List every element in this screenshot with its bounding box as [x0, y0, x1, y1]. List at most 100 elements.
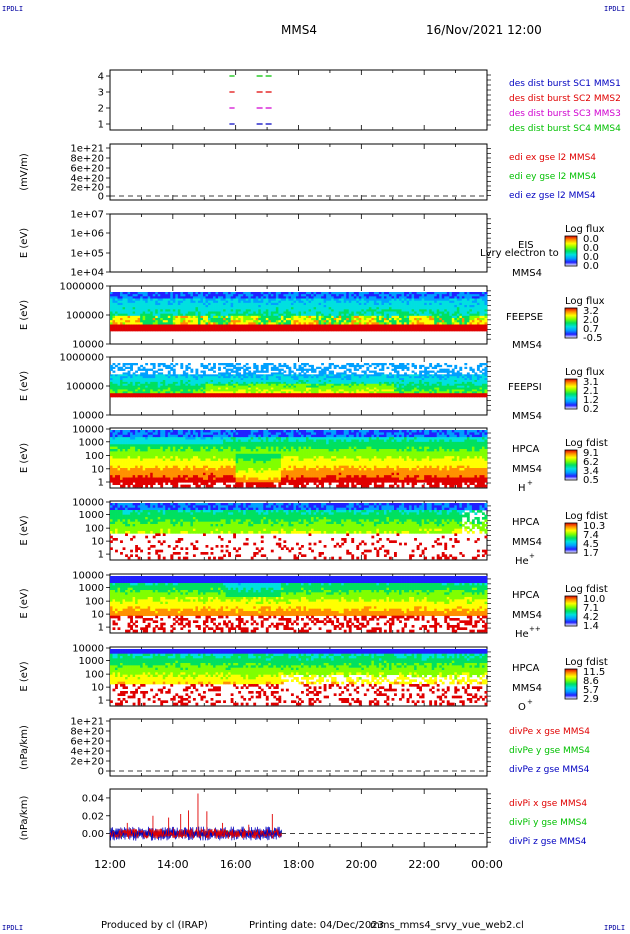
hpca-h-ytick-label: 1 [98, 478, 104, 489]
divpi-legend-entry: divPi z gse MMS4 [509, 837, 587, 847]
hpca-o-colorbar-tick: 8.6 [583, 676, 599, 687]
feepsi-colorbar-tick: 1.2 [583, 395, 599, 406]
hpca-hepp-ytick-label: 1000 [79, 583, 104, 594]
feepse-ylabel: E (eV) [19, 300, 30, 330]
divpe-panel-frame [109, 718, 488, 777]
eis-colorbar-tick: 0.0 [583, 243, 599, 254]
hpca-he-ytick-label: 10000 [72, 498, 104, 509]
time-tick-label: 00:00 [471, 858, 503, 871]
divpi-legend-entry: divPi x gse MMS4 [509, 799, 587, 809]
eis-panel-frame [109, 213, 488, 273]
eis-overlay-text: Lvry electron to [480, 248, 559, 259]
hpca-o-colorbar-tick: 5.7 [583, 685, 599, 696]
edi-ytick-label: 0 [98, 192, 104, 203]
hpca-o-species-label: O [518, 702, 526, 713]
divpe-legend-entry: divPe x gse MMS4 [509, 727, 590, 737]
hpca-o-colorbar-tick: 11.5 [583, 667, 605, 678]
divpe-ytick-label: 0 [98, 767, 104, 778]
burst-ytick-label: 2 [98, 104, 104, 115]
hpca-hepp-colorbar [564, 595, 578, 627]
feepsi-colorbar [564, 378, 578, 410]
hpca-o-ytick-label: 100 [85, 670, 104, 681]
feepse-ytick-label: 100000 [66, 311, 104, 322]
hpca-h-spectrogram [110, 430, 488, 488]
feepsi-colorbar-tick: 0.2 [583, 404, 599, 415]
burst-ytick-label: 4 [98, 72, 104, 83]
time-tick-label: 12:00 [94, 858, 126, 871]
hpca-hepp-ytick-label: 100 [85, 597, 104, 608]
hpca-o-ytick-label: 1000 [79, 656, 104, 667]
hpca-h-species-label: H [518, 483, 526, 494]
feepse-colorbar-title: Log flux [565, 296, 605, 307]
feepse-colorbar [564, 307, 578, 339]
hpca-o-ytick-label: 10 [91, 683, 104, 694]
hpca-h-ytick-label: 10000 [72, 425, 104, 436]
divpi-series-x [109, 828, 282, 839]
hpca-h-colorbar-tick: 6.2 [583, 457, 599, 468]
hpca-he-ytick-label: 1000 [79, 510, 104, 521]
hpca-he-colorbar [564, 522, 578, 554]
hpca-hepp-species-charge: ++ [529, 625, 541, 633]
hpca-he-ytick-label: 100 [85, 524, 104, 535]
eis-ytick-label: 1e+04 [70, 268, 104, 279]
hpca-hepp-colorbar-tick: 1.4 [583, 621, 599, 632]
hpca-o-instrument-label: HPCA [512, 663, 540, 674]
hpca-he-ytick-label: 10 [91, 537, 104, 548]
eis-ytick-label: 1e+05 [70, 249, 104, 260]
hpca-he-colorbar-title: Log fdist [565, 511, 608, 522]
feepsi-ylabel: E (eV) [19, 371, 30, 401]
eis-colorbar-title: Log flux [565, 224, 605, 235]
hpca-o-species-charge: + [527, 698, 533, 706]
logo-top-right: IPDLI [604, 5, 626, 13]
hpca-h-colorbar-tick: 3.4 [583, 466, 599, 477]
edi-legend-entry: edi ez gse l2 MMS4 [509, 191, 596, 201]
hpca-o-ylabel: E (eV) [19, 661, 30, 691]
divpi-ylabel: (nPa/km) [19, 796, 30, 841]
hpca-he-instrument-label: HPCA [512, 517, 540, 528]
hpca-h-ylabel: E (eV) [19, 443, 30, 473]
eis-ytick-label: 1e+06 [70, 229, 104, 240]
divpe-ytick-label: 6e+20 [70, 737, 104, 748]
eis-colorbar-tick: 0.0 [583, 234, 599, 245]
divpe-legend-entry: divPe y gse MMS4 [509, 746, 590, 756]
hpca-hepp-ytick-label: 10 [91, 610, 104, 621]
divpi-legend-entry: divPi y gse MMS4 [509, 818, 587, 828]
footer-printing-date: Printing date: 04/Dec/2023 [249, 920, 385, 931]
feepsi-ytick-label: 100000 [66, 382, 104, 393]
edi-ytick-label: 6e+20 [70, 164, 104, 175]
feepsi-colorbar-tick: 2.1 [583, 386, 599, 397]
feepse-spectrogram [110, 292, 488, 332]
feepse-colorbar-tick: 0.7 [583, 324, 599, 335]
hpca-hepp-species-label: He [515, 629, 529, 640]
eis-instrument-label: EIS [518, 240, 534, 251]
hpca-o-spectrogram [110, 649, 488, 706]
burst-panel-frame [109, 69, 488, 131]
feepsi-colorbar-tick: 3.1 [583, 377, 599, 388]
hpca-o-ytick-label: 10000 [72, 644, 104, 655]
hpca-he-ytick-label: 1 [98, 550, 104, 561]
divpe-ytick-label: 1e+21 [70, 717, 104, 728]
logo-bottom-right: IPDLI [604, 924, 626, 932]
hpca-h-ytick-label: 100 [85, 451, 104, 462]
logo-top-left: IPDLI [2, 5, 24, 13]
burst-legend-entry: des dist burst SC3 MMS3 [509, 109, 621, 119]
eis-colorbar-tick: 0.0 [583, 261, 599, 272]
spacecraft-title: MMS4 [281, 23, 317, 37]
date-title: 16/Nov/2021 12:00 [426, 23, 542, 37]
hpca-hepp-colorbar-title: Log fdist [565, 584, 608, 595]
hpca-he-species-charge: + [529, 552, 535, 560]
hpca-hepp-colorbar-tick: 7.1 [583, 603, 599, 614]
hpca-hepp-ylabel: E (eV) [19, 588, 30, 618]
logo-bottom-left: IPDLI [2, 924, 24, 932]
hpca-h-colorbar-tick: 9.1 [583, 448, 599, 459]
time-tick-label: 22:00 [408, 858, 440, 871]
hpca-hepp-spacecraft-label: MMS4 [512, 610, 542, 621]
hpca-he-colorbar-tick: 7.4 [583, 530, 599, 541]
hpca-o-ytick-label: 1 [98, 696, 104, 707]
hpca-h-species-charge: + [527, 479, 533, 487]
hpca-h-colorbar-title: Log fdist [565, 438, 608, 449]
divpe-legend-entry: divPe z gse MMS4 [509, 765, 590, 775]
edi-ylabel: (mV/m) [19, 153, 30, 191]
divpe-ylabel: (nPa/km) [19, 725, 30, 770]
